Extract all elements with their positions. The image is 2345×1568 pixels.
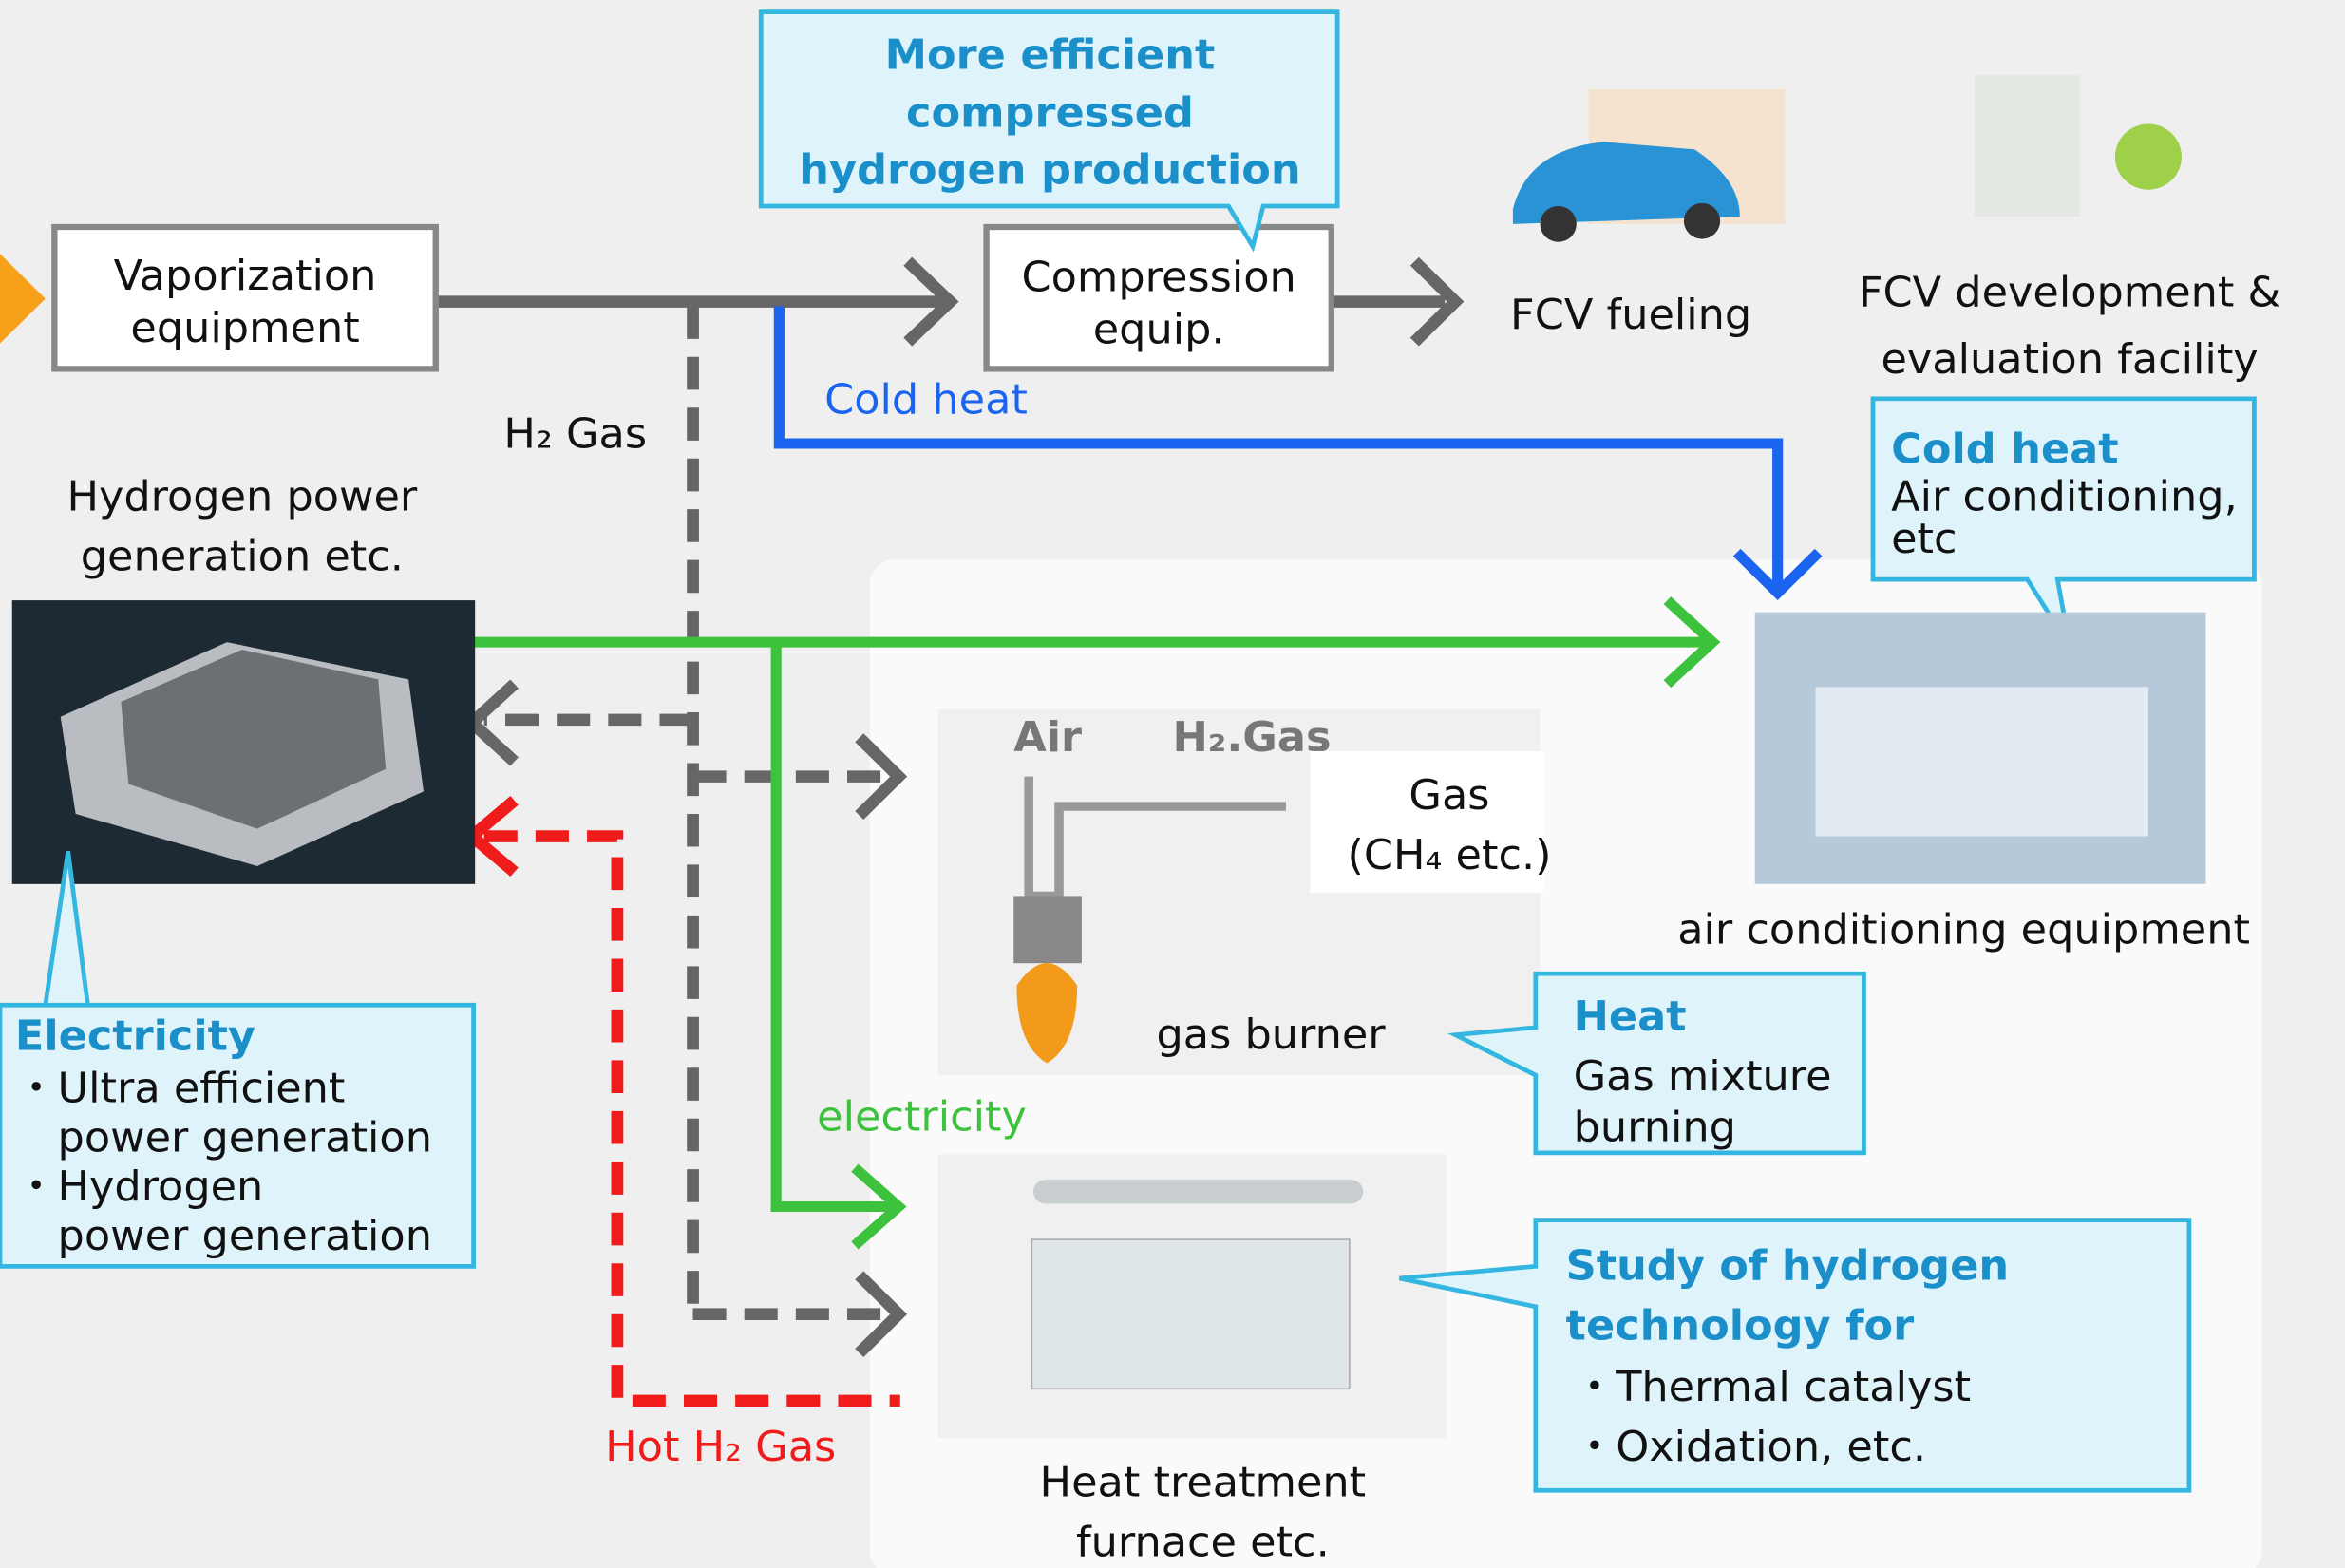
fcv-facility: evaluation facility [1881, 335, 2258, 384]
fcv-fueling: FCV fueling [1510, 291, 1751, 339]
callout-text: power generation [58, 1212, 432, 1260]
compression-box [983, 223, 1334, 372]
cold-heat-line [773, 306, 1784, 591]
callout-text: ・Thermal catalyst [1574, 1363, 1971, 1411]
callout-text: ・Hydrogen [15, 1162, 263, 1211]
callout-title: Cold heat [1891, 425, 2118, 474]
callout [758, 9, 1340, 253]
callout-text: hydrogen production [799, 146, 1300, 195]
h2-gas-label: H₂ Gas [503, 410, 647, 459]
hydrogen-power: Hydrogen power [66, 473, 418, 521]
callout [0, 850, 476, 1269]
arrowhead [1663, 596, 1721, 689]
vaporization-label: Vaporization [114, 252, 377, 300]
gas-label: (CH₄ etc.) [1347, 831, 1551, 879]
arrowhead [855, 1271, 908, 1358]
gas-box [1310, 750, 1543, 894]
callout-text: Gas mixture [1574, 1052, 1832, 1101]
ac-units [1815, 687, 2148, 837]
callout-title: Study of hydrogen [1566, 1242, 2009, 1291]
callout-text: compressed [906, 89, 1194, 138]
arrowhead [851, 1163, 907, 1250]
flame [1016, 963, 1078, 1064]
compression-label: equip. [1093, 306, 1225, 354]
ac-label: air conditioning equipment [1677, 906, 2250, 954]
callout-text: Air conditioning, [1891, 473, 2238, 521]
car-icon [1512, 142, 1740, 224]
callout-title: technology for [1566, 1302, 1915, 1351]
callout [1447, 971, 1866, 1156]
electricity-line [770, 645, 893, 1212]
fcv-facility: FCV development & [1859, 269, 2280, 317]
arrowhead [1732, 548, 1823, 601]
burner-h2: H₂.Gas [1173, 713, 1332, 762]
building-icon [1974, 74, 2081, 217]
hydrogen-power: generation etc. [81, 533, 404, 581]
callout-title: Electricity [15, 1012, 255, 1061]
electricity-label: electricity [817, 1093, 1027, 1142]
callout-text: ・Ultra efficient [15, 1065, 346, 1113]
furnace-pipe [1032, 1180, 1364, 1204]
arrowhead [855, 733, 908, 820]
callout-text: More efficient [885, 31, 1216, 80]
arrowhead [903, 256, 959, 347]
gas-label: Gas [1409, 771, 1489, 820]
compression-label: Compression [1022, 254, 1296, 302]
furnace-label: Heat treatment [1040, 1459, 1367, 1507]
vaporization-box [51, 223, 439, 372]
hot-h2-label: Hot H₂ Gas [605, 1423, 836, 1471]
wheel [1683, 202, 1721, 239]
callout-text: etc [1891, 515, 1957, 563]
hot-h2-line [483, 830, 900, 1407]
vaporization-label: equipment [130, 304, 359, 352]
orange-arrow [0, 254, 46, 344]
callout-text: power generation [58, 1114, 432, 1162]
burner-air: Air [1013, 713, 1082, 762]
burner-head [1013, 896, 1082, 964]
cold-heat-label: Cold heat [824, 376, 1028, 425]
wheel [1540, 205, 1577, 242]
callout-text: ・Oxidation, etc. [1574, 1423, 1926, 1471]
burner-label: gas burner [1156, 1011, 1386, 1059]
fuel-cell-shape [121, 649, 387, 829]
callout [1398, 1218, 2192, 1493]
furnace-label: furnace etc. [1076, 1519, 1330, 1567]
callout-title: Heat [1574, 992, 1687, 1041]
furnace-body [1031, 1238, 1351, 1390]
callout-text: burning [1574, 1104, 1736, 1152]
tree-icon [2114, 123, 2182, 190]
arrowhead [1409, 256, 1465, 347]
